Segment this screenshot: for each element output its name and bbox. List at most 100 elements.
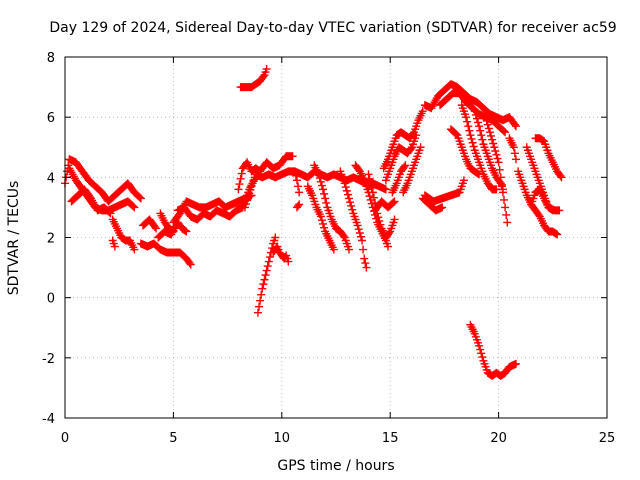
data-point — [136, 194, 145, 203]
data-point — [401, 161, 410, 170]
x-tick-label: 0 — [61, 431, 69, 446]
data-point — [483, 120, 492, 129]
data-point — [492, 150, 501, 159]
data-point — [329, 245, 338, 254]
data-point — [129, 202, 138, 211]
x-tick-label: 10 — [274, 431, 291, 446]
data-point — [390, 215, 399, 224]
series-t10 — [169, 191, 256, 227]
y-tick-label: -4 — [42, 412, 55, 427]
data-point — [360, 254, 369, 263]
series-t31 — [418, 194, 447, 215]
data-point — [343, 190, 352, 199]
data-point — [375, 216, 384, 225]
data-point — [510, 149, 519, 158]
data-point — [345, 194, 354, 203]
data-point — [135, 193, 144, 202]
data-point — [185, 259, 194, 268]
y-tick-label: 6 — [47, 111, 55, 126]
data-point — [182, 227, 191, 236]
series-t24 — [379, 107, 427, 173]
data-point — [509, 143, 518, 152]
data-point — [181, 226, 190, 235]
data-point — [106, 209, 115, 218]
y-tick-label: 2 — [47, 232, 55, 247]
data-point — [503, 218, 512, 227]
data-point — [355, 228, 364, 237]
data-point — [472, 114, 481, 123]
data-point — [317, 181, 326, 190]
data-point — [295, 188, 304, 197]
data-point — [339, 231, 348, 240]
data-point — [502, 210, 511, 219]
series-t40 — [531, 134, 566, 182]
data-point — [418, 107, 427, 116]
data-point — [353, 221, 362, 230]
data-point — [257, 290, 266, 299]
x-tick-label: 5 — [169, 431, 177, 446]
data-point — [497, 180, 506, 189]
data-point — [259, 280, 268, 289]
data-point — [501, 203, 510, 212]
data-point — [511, 122, 520, 131]
data-point — [511, 155, 520, 164]
data-point — [316, 177, 325, 186]
data-point — [389, 198, 398, 207]
y-tick-label: 0 — [47, 292, 55, 307]
data-point — [235, 180, 244, 189]
data-point — [321, 194, 330, 203]
data-point — [169, 227, 178, 236]
data-point — [400, 162, 409, 171]
data-point — [284, 257, 293, 266]
data-point — [500, 195, 509, 204]
data-points — [61, 65, 566, 380]
series-t27 — [388, 161, 410, 197]
data-point — [376, 220, 385, 229]
data-point — [406, 144, 415, 153]
data-point — [475, 122, 484, 131]
data-point — [130, 203, 139, 212]
data-point — [412, 131, 421, 140]
y-tick-label: -2 — [42, 352, 55, 367]
data-point — [294, 182, 303, 191]
data-point — [294, 201, 303, 210]
data-point — [476, 126, 485, 135]
data-point — [381, 185, 390, 194]
data-point — [359, 245, 368, 254]
x-tick-label: 25 — [599, 431, 616, 446]
data-point — [361, 259, 370, 268]
data-point — [474, 169, 483, 178]
data-point — [464, 122, 473, 131]
data-point — [488, 135, 497, 144]
data-point — [288, 152, 297, 161]
data-point — [475, 341, 484, 350]
data-point — [452, 130, 461, 139]
data-point — [510, 120, 519, 129]
data-point — [246, 185, 255, 194]
data-point — [237, 169, 246, 178]
data-point — [471, 110, 480, 119]
data-point — [262, 65, 271, 74]
data-point — [354, 225, 363, 234]
data-point — [316, 212, 325, 221]
data-point — [265, 253, 274, 262]
data-point — [290, 167, 299, 176]
data-point — [556, 171, 565, 180]
data-point — [264, 257, 273, 266]
data-point — [477, 349, 486, 358]
data-point — [258, 284, 267, 293]
data-point — [263, 262, 272, 271]
series-t25 — [381, 131, 421, 185]
data-point — [478, 353, 487, 362]
data-point — [362, 263, 371, 272]
data-point — [481, 113, 490, 122]
data-point — [259, 72, 268, 81]
data-point — [476, 345, 485, 354]
data-point — [487, 131, 496, 140]
series-t23 — [371, 197, 399, 215]
series-t13 — [234, 152, 297, 194]
data-point — [465, 126, 474, 135]
series-t3 — [67, 185, 115, 218]
